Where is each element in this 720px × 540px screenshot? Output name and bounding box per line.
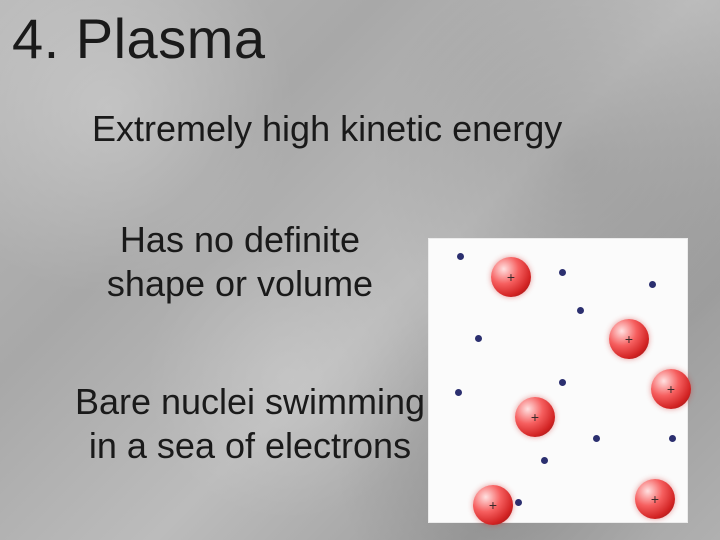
slide-point-shape-volume: Has no definite shape or volume — [80, 218, 400, 306]
nucleus: + — [609, 319, 649, 359]
electron — [475, 335, 482, 342]
nucleus: + — [491, 257, 531, 297]
nucleus: + — [473, 485, 513, 525]
nucleus: + — [515, 397, 555, 437]
electron — [559, 269, 566, 276]
electron — [577, 307, 584, 314]
electron — [669, 435, 676, 442]
plasma-diagram: ++++++ — [428, 238, 688, 523]
electron — [455, 389, 462, 396]
electron — [559, 379, 566, 386]
electron — [515, 499, 522, 506]
electron — [593, 435, 600, 442]
slide-title: 4. Plasma — [12, 6, 266, 71]
electron — [541, 457, 548, 464]
electron — [649, 281, 656, 288]
electron — [457, 253, 464, 260]
slide-point-nuclei-electrons: Bare nuclei swimming in a sea of electro… — [60, 380, 440, 468]
nucleus: + — [651, 369, 691, 409]
nucleus: + — [635, 479, 675, 519]
slide-subtitle: Extremely high kinetic energy — [92, 108, 562, 150]
